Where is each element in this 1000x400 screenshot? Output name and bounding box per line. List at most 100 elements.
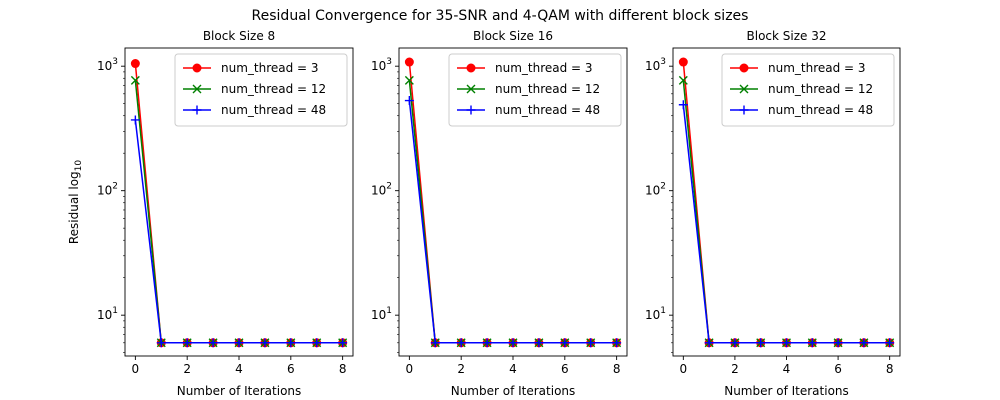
- y-tick-exponent: 1: [386, 306, 392, 316]
- data-point: [833, 338, 843, 348]
- x-tick-label: 2: [183, 362, 191, 376]
- y-tick-exponent: 1: [660, 306, 666, 316]
- data-point: [678, 75, 688, 85]
- x-axis-label: Number of Iterations: [724, 384, 849, 398]
- subplot-2: Block Size 16 0 2 4 6 8 101 102 103 Number of Ite…: [371, 29, 628, 398]
- data-point: [756, 338, 766, 348]
- data-point: [404, 57, 414, 67]
- y-tick-label: 103: [371, 57, 392, 73]
- data-point: [730, 338, 740, 348]
- y-tick-label: 102: [371, 182, 392, 198]
- data-point: [508, 338, 518, 348]
- y-tick-exponent: 3: [112, 57, 118, 67]
- legend: num_thread = 3 num_thread = 12 num_thread …: [174, 53, 348, 127]
- y-axis-label: Residual log10: [67, 160, 84, 245]
- legend-label: num_thread = 3: [221, 61, 319, 75]
- data-point: [312, 338, 322, 348]
- legend-entry: num_thread = 48: [183, 103, 326, 117]
- x-tick-label: 8: [613, 362, 621, 376]
- x-tick-label: 2: [457, 362, 465, 376]
- legend-entry: num_thread = 3: [183, 61, 319, 75]
- legend-entry: num_thread = 12: [457, 82, 600, 96]
- legend-marker: [192, 105, 202, 115]
- series-line: [682, 104, 890, 344]
- data-point: [156, 338, 166, 348]
- x-tick-label: 6: [287, 362, 295, 376]
- subplot-3: Block Size 32 0 2 4 6 8 101 102 103 Number of Ite…: [645, 29, 901, 398]
- legend: num_thread = 3 num_thread = 12 num_thread …: [721, 53, 895, 127]
- x-tick-label: 0: [406, 362, 414, 376]
- legend-marker: [739, 105, 749, 115]
- legend-label: num_thread = 3: [768, 61, 866, 75]
- data-point: [130, 115, 140, 125]
- data-point: [586, 338, 596, 348]
- legend-label: num_thread = 48: [221, 103, 326, 117]
- legend-entry: num_thread = 3: [730, 61, 866, 75]
- y-tick-exponent: 3: [386, 57, 392, 67]
- y-tick-label: 103: [645, 57, 666, 73]
- data-point: [704, 338, 714, 348]
- y-tick-label: 101: [371, 306, 392, 322]
- legend-marker: [192, 63, 202, 73]
- data-point: [859, 338, 869, 348]
- x-tick-label: 6: [834, 362, 842, 376]
- legend-label: num_thread = 48: [495, 103, 600, 117]
- legend-entry: num_thread = 12: [730, 82, 873, 96]
- x-axis-label: Number of Iterations: [451, 384, 576, 398]
- x-tick-label: 2: [731, 362, 739, 376]
- series-num-thread-48: [130, 115, 348, 348]
- subplot-title: Block Size 8: [203, 29, 275, 43]
- legend-entry: num_thread = 48: [457, 103, 600, 117]
- data-point: [338, 338, 348, 348]
- y-tick-label: 102: [645, 182, 666, 198]
- y-tick-label: 101: [97, 306, 118, 322]
- legend: num_thread = 3 num_thread = 12 num_thread …: [448, 53, 622, 127]
- data-point: [404, 96, 414, 106]
- data-point: [208, 338, 218, 348]
- data-point: [885, 338, 895, 348]
- data-point: [182, 338, 192, 348]
- legend-marker: [739, 84, 749, 94]
- legend-label: num_thread = 3: [495, 61, 593, 75]
- data-point: [807, 338, 817, 348]
- data-point: [286, 338, 296, 348]
- legend-marker: [466, 63, 476, 73]
- x-tick-label: 4: [235, 362, 243, 376]
- legend-entry: num_thread = 12: [183, 82, 326, 96]
- y-tick-exponent: 3: [660, 57, 666, 67]
- data-point: [678, 100, 688, 110]
- legend-marker: [466, 105, 476, 115]
- legend-marker: [739, 63, 749, 73]
- y-axis-label-subscript: 10: [74, 160, 84, 172]
- data-point: [260, 338, 270, 348]
- legend-label: num_thread = 48: [768, 103, 873, 117]
- x-tick-label: 8: [339, 362, 347, 376]
- data-point: [678, 57, 688, 67]
- y-tick-exponent: 2: [660, 182, 666, 192]
- data-point: [130, 59, 140, 69]
- legend-entry: num_thread = 3: [457, 61, 593, 75]
- data-point: [482, 338, 492, 348]
- data-point: [456, 338, 466, 348]
- legend-marker: [466, 84, 476, 94]
- x-tick-label: 8: [886, 362, 894, 376]
- legend-label: num_thread = 12: [495, 82, 600, 96]
- legend-frame: [721, 53, 895, 127]
- x-tick-label: 0: [679, 362, 687, 376]
- data-point: [404, 75, 414, 85]
- y-tick-label: 101: [645, 306, 666, 322]
- series-line: [134, 119, 343, 344]
- y-tick-exponent: 2: [386, 182, 392, 192]
- x-tick-label: 6: [561, 362, 569, 376]
- legend-entry: num_thread = 48: [730, 103, 873, 117]
- figure-suptitle: Residual Convergence for 35-SNR and 4-QA…: [252, 8, 749, 24]
- data-point: [130, 75, 140, 85]
- x-tick-label: 0: [132, 362, 140, 376]
- data-point: [782, 338, 791, 348]
- data-point: [612, 338, 622, 348]
- x-tick-label: 4: [783, 362, 791, 376]
- legend-frame: [174, 53, 348, 127]
- data-point: [234, 338, 244, 348]
